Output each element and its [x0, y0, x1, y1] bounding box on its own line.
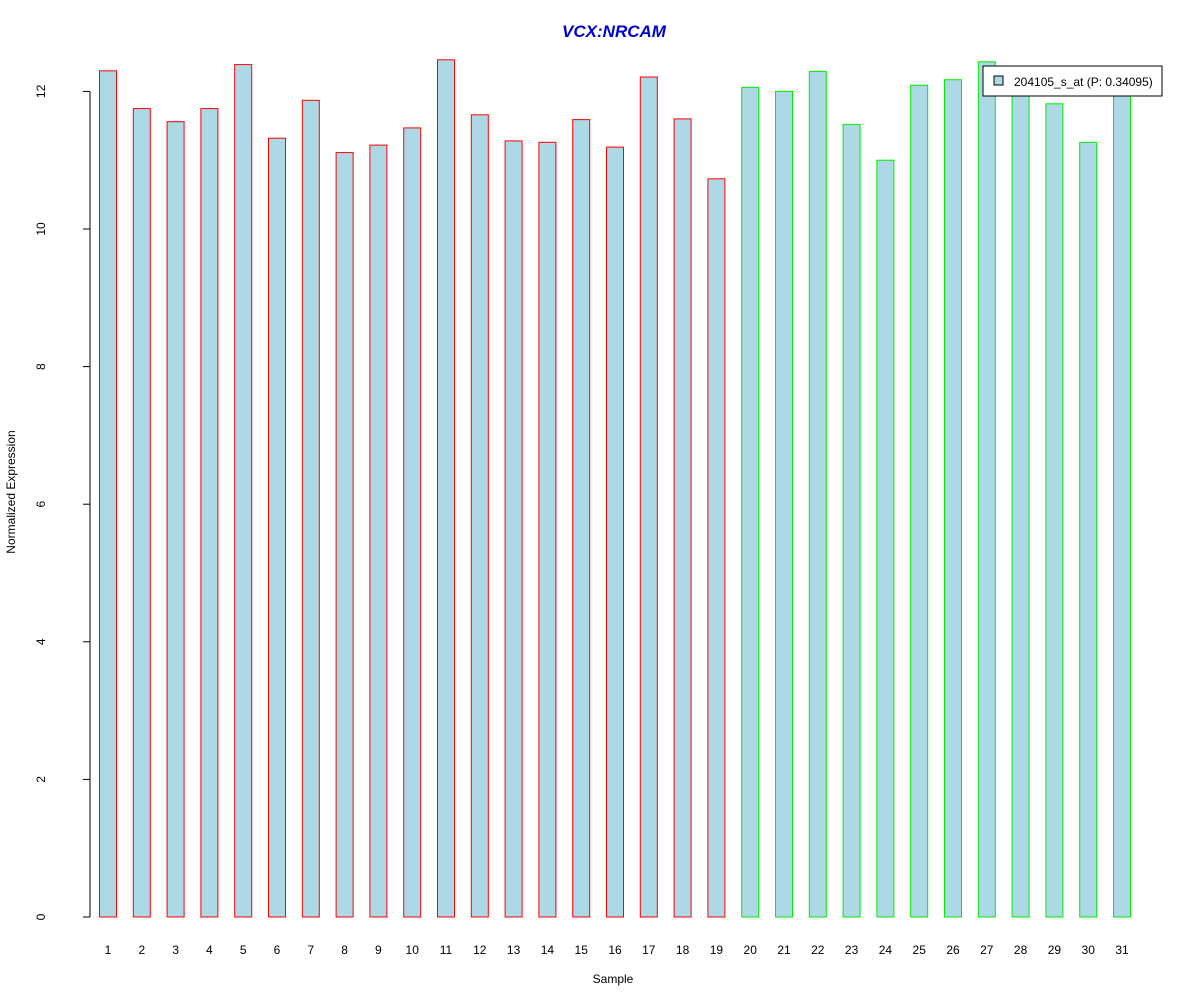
y-tick-label-12: 12: [34, 84, 48, 98]
x-tick-label-17: 17: [642, 943, 656, 957]
x-tick-label-23: 23: [845, 943, 859, 957]
x-tick-label-12: 12: [473, 943, 487, 957]
bar-sample-20: [741, 86, 760, 918]
x-tick-label-8: 8: [341, 943, 348, 957]
bar-sample-7: [301, 99, 320, 918]
x-tick-label-5: 5: [240, 943, 247, 957]
x-axis-labels: 1 2 3 4 5 6 7 8 9 10 11 12 13 14 15 16 17 18 19 20 21 22 23 24 2…: [105, 943, 1129, 957]
x-tick-label-24: 24: [879, 943, 893, 957]
bar-sample-23: [842, 123, 861, 918]
x-tick-label-30: 30: [1082, 943, 1096, 957]
x-tick-label-9: 9: [375, 943, 382, 957]
legend-box: [982, 65, 1163, 97]
x-tick-label-25: 25: [913, 943, 927, 957]
bar-sample-16: [606, 146, 624, 918]
x-tick-label-28: 28: [1014, 943, 1028, 957]
bar-sample-22: [808, 70, 827, 918]
bar-sample-10: [403, 127, 422, 918]
x-tick-label-29: 29: [1048, 943, 1062, 957]
bar-sample-2: [132, 108, 151, 918]
bar-sample-12: [470, 114, 489, 918]
bar-sample-4: [200, 108, 219, 918]
x-tick-label-1: 1: [105, 943, 112, 957]
bar-sample-11: [437, 59, 455, 918]
bar-sample-19: [707, 178, 726, 918]
bar-sample-18: [673, 118, 692, 918]
bar-sample-5: [234, 64, 253, 918]
x-tick-label-19: 19: [710, 943, 724, 957]
y-axis: 0 2 4 6 8 10 12: [34, 84, 91, 920]
x-axis-title: Sample: [593, 972, 634, 986]
y-tick-label-6: 6: [34, 501, 48, 508]
bar-sample-30: [1079, 141, 1098, 918]
y-tick-label-10: 10: [34, 222, 48, 236]
x-tick-label-22: 22: [811, 943, 825, 957]
legend: 204105_s_at (P: 0.34095): [982, 65, 1163, 97]
bar-sample-21: [775, 90, 793, 918]
y-tick-label-2: 2: [34, 776, 48, 783]
x-tick-label-15: 15: [575, 943, 589, 957]
x-tick-label-18: 18: [676, 943, 690, 957]
x-tick-label-20: 20: [744, 943, 758, 957]
bar-sample-3: [166, 121, 185, 918]
bar-sample-14: [538, 141, 557, 918]
x-tick-label-6: 6: [274, 943, 281, 957]
x-tick-label-2: 2: [138, 943, 145, 957]
chart-title: VCX:NRCAM: [562, 22, 667, 41]
x-tick-label-27: 27: [980, 943, 994, 957]
bar-sample-15: [572, 119, 591, 918]
x-tick-label-26: 26: [946, 943, 960, 957]
x-tick-label-16: 16: [608, 943, 622, 957]
bar-sample-8: [335, 152, 354, 918]
bar-sample-1: [99, 70, 117, 918]
legend-entry-label: 204105_s_at (P: 0.34095): [1014, 75, 1153, 89]
bar-sample-6: [268, 137, 286, 918]
bar-sample-13: [504, 140, 523, 918]
y-tick-label-8: 8: [34, 363, 48, 370]
bars-group: [99, 59, 1131, 918]
x-tick-label-4: 4: [206, 943, 213, 957]
bar-sample-28: [1011, 86, 1030, 918]
bar-sample-24: [876, 159, 895, 918]
legend-swatch: [993, 75, 1004, 86]
x-tick-label-14: 14: [541, 943, 555, 957]
bar-sample-29: [1045, 103, 1064, 918]
bar-sample-9: [369, 144, 388, 918]
x-tick-label-21: 21: [777, 943, 791, 957]
bar-sample-31: [1113, 88, 1131, 918]
y-tick-label-4: 4: [34, 638, 48, 645]
y-axis-title: Normalized Expression: [4, 430, 18, 553]
x-tick-label-7: 7: [307, 943, 314, 957]
bar-sample-25: [910, 84, 929, 918]
bar-sample-27: [977, 61, 996, 918]
x-tick-label-31: 31: [1115, 943, 1129, 957]
bar-sample-26: [944, 79, 962, 918]
x-tick-label-13: 13: [507, 943, 521, 957]
x-tick-label-3: 3: [172, 943, 179, 957]
x-tick-label-11: 11: [440, 943, 453, 957]
y-tick-label-0: 0: [34, 913, 48, 920]
bar-sample-17: [639, 76, 658, 918]
x-tick-label-10: 10: [406, 943, 420, 957]
